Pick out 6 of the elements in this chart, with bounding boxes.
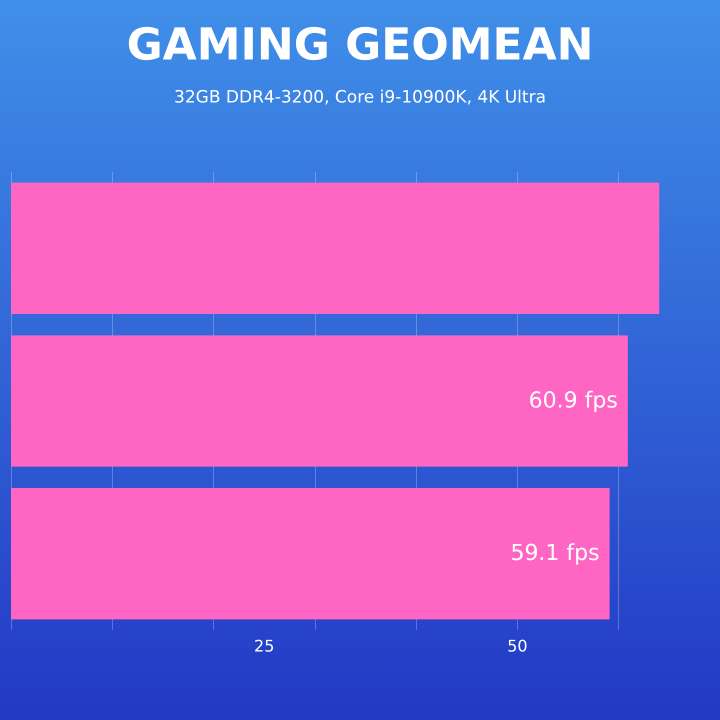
chart-title: GAMING GEOMEAN [126, 20, 594, 70]
x-tick-label: 50 [507, 636, 528, 656]
data-label: 60.9 fps [528, 388, 618, 414]
chart-subtitle: 32GB DDR4-3200, Core i9-10900K, 4K Ultra [174, 88, 546, 108]
data-label: 59.1 fps [510, 541, 600, 566]
x-tick-label: 25 [254, 636, 274, 656]
